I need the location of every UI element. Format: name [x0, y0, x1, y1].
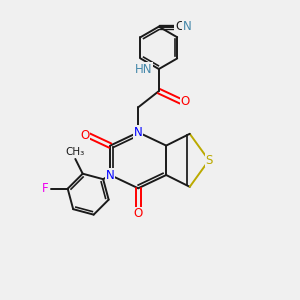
Text: N: N	[183, 20, 192, 33]
Text: F: F	[42, 182, 49, 195]
Text: S: S	[205, 154, 213, 167]
Text: C: C	[175, 20, 183, 33]
Text: O: O	[181, 95, 190, 108]
Text: N: N	[106, 169, 115, 182]
Text: O: O	[80, 129, 89, 142]
Text: N: N	[134, 126, 142, 139]
Text: HN: HN	[135, 62, 152, 76]
Text: CH₃: CH₃	[66, 148, 85, 158]
Text: O: O	[134, 207, 143, 220]
